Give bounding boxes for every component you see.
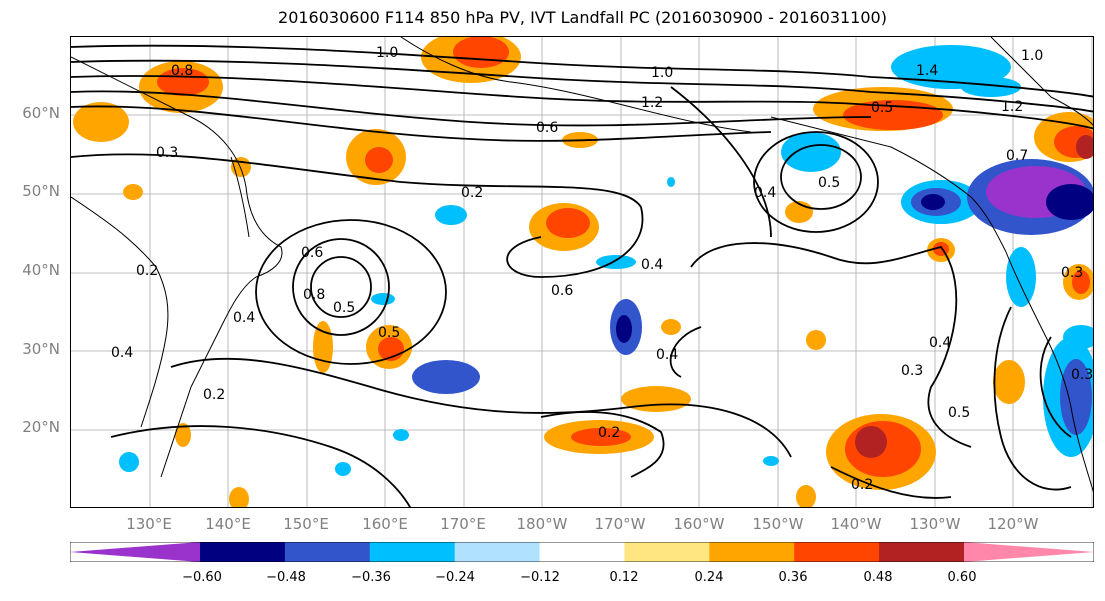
contour-label: 0.4 [111, 345, 133, 361]
lon-label-160e: 160°E [362, 515, 408, 533]
colorbar-tick-label: −0.60 [182, 570, 222, 585]
lat-label-20n: 20°N [22, 418, 60, 436]
lon-label-130e: 130°E [126, 515, 172, 533]
contour-label: 0.6 [301, 245, 323, 261]
colorbar-swatch [70, 542, 200, 562]
lon-label-170e: 170°E [440, 515, 486, 533]
contour-label: 0.3 [1061, 265, 1083, 281]
colorbar-swatch [709, 542, 795, 562]
contour-label: 0.5 [871, 100, 893, 116]
negative-anomaly-shading [119, 45, 1093, 476]
colorbar [70, 542, 1094, 562]
colorbar-tick-label: 0.24 [694, 570, 724, 585]
colorbar-tick-label: −0.12 [520, 570, 560, 585]
lat-label-60n: 60°N [22, 104, 60, 122]
contour-label: 0.3 [156, 145, 178, 161]
contour-label: 0.2 [203, 387, 225, 403]
contour-label: 1.0 [1021, 48, 1043, 64]
contour-label: 0.2 [461, 185, 483, 201]
contour-label: 0.5 [818, 175, 840, 191]
colorbar-swatch [284, 542, 371, 562]
colorbar-tick-label: −0.24 [435, 570, 475, 585]
lon-label-170w: 170°W [594, 515, 646, 533]
map-panel: 1.0 0.8 0.3 0.6 1.2 1.0 0.5 1.4 1.2 1.0 … [70, 36, 1094, 508]
lon-label-140w: 140°W [830, 515, 882, 533]
coastlines [71, 37, 1093, 493]
contour-label: 0.5 [333, 300, 355, 316]
colorbar-tick-label: −0.48 [266, 570, 306, 585]
contour-label: 0.4 [754, 185, 776, 201]
colorbar-swatch [879, 542, 965, 562]
lon-label-150w: 150°W [752, 515, 804, 533]
colorbar-tick-label: 0.60 [947, 570, 977, 585]
contour-label: 1.0 [376, 45, 398, 61]
colorbar-swatch [624, 542, 710, 562]
colorbar-swatch [539, 542, 625, 562]
lon-label-140e: 140°E [205, 515, 251, 533]
contour-label: 1.2 [641, 95, 663, 111]
lon-label-160w: 160°W [673, 515, 725, 533]
pv-contours [71, 44, 1093, 507]
colorbar-tick-label: 0.36 [778, 570, 808, 585]
lon-label-130w: 130°W [909, 515, 961, 533]
lon-label-150e: 150°E [283, 515, 329, 533]
contour-label: 0.4 [233, 310, 255, 326]
contour-label: 0.4 [656, 347, 678, 363]
colorbar-tick-label: −0.36 [351, 570, 391, 585]
contour-label: 0.7 [1006, 148, 1028, 164]
contour-label: 1.4 [916, 63, 938, 79]
contour-label: 0.3 [901, 363, 923, 379]
lat-label-40n: 40°N [22, 261, 60, 279]
contour-label: 0.6 [536, 120, 558, 136]
colorbar-swatch [964, 542, 1094, 562]
contour-label: 0.4 [929, 335, 951, 351]
colorbar-tick-label: 0.48 [863, 570, 893, 585]
contour-label: 0.3 [1071, 367, 1093, 383]
contour-label: 0.8 [171, 63, 193, 79]
colorbar-swatches [70, 542, 1094, 562]
contour-label: 0.8 [303, 287, 325, 303]
colorbar-swatch [369, 542, 456, 562]
colorbar-swatch [794, 542, 880, 562]
contour-label: 1.0 [651, 65, 673, 81]
colorbar-tick-label: 0.12 [609, 570, 639, 585]
contour-label: 0.2 [598, 425, 620, 441]
contour-label: 0.4 [641, 257, 663, 273]
contour-label: 1.2 [1001, 99, 1023, 115]
contour-labels: 1.0 0.8 0.3 0.6 1.2 1.0 0.5 1.4 1.2 1.0 … [111, 45, 1093, 493]
lat-label-30n: 30°N [22, 340, 60, 358]
lon-label-180w: 180°W [516, 515, 568, 533]
positive-anomaly-shading [73, 37, 1093, 507]
contour-label: 0.5 [948, 405, 970, 421]
contour-label: 0.5 [378, 325, 400, 341]
lat-label-50n: 50°N [22, 182, 60, 200]
contour-label: 0.6 [551, 283, 573, 299]
colorbar-swatch [454, 542, 541, 562]
map-canvas: 1.0 0.8 0.3 0.6 1.2 1.0 0.5 1.4 1.2 1.0 … [71, 37, 1093, 507]
map-title: 2016030600 F114 850 hPa PV, IVT Landfall… [278, 8, 887, 27]
colorbar-swatch [200, 542, 286, 562]
contour-label: 0.2 [136, 263, 158, 279]
contour-label: 0.2 [851, 477, 873, 493]
lon-label-120w: 120°W [987, 515, 1039, 533]
